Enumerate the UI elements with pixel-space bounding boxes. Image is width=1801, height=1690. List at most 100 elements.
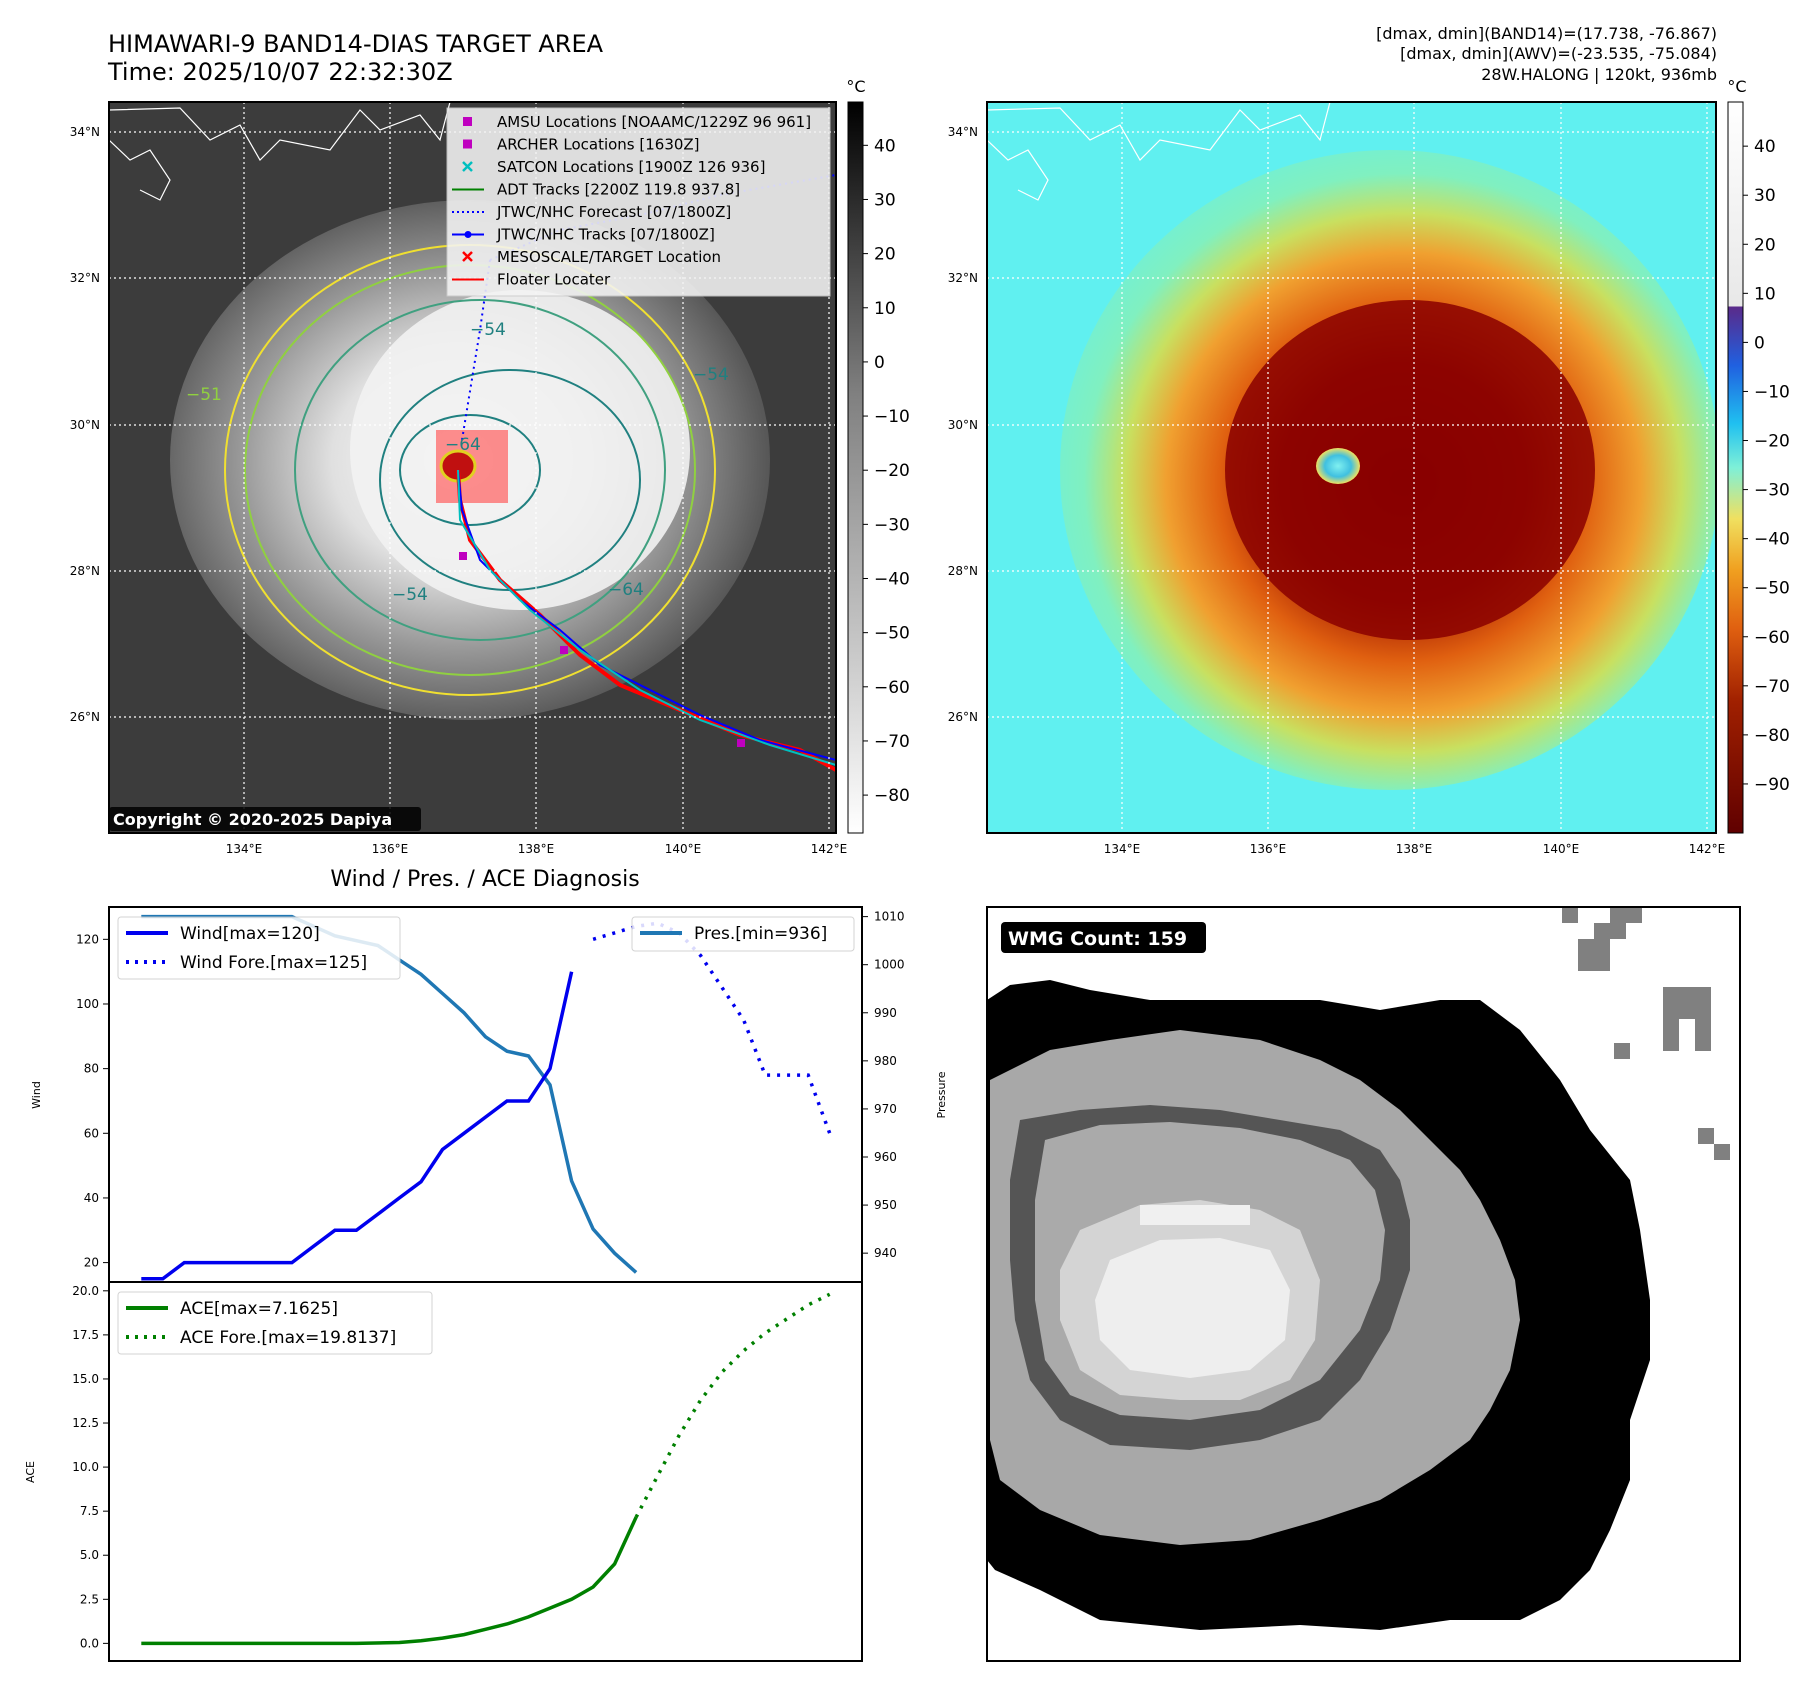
colorbar-tick-label: 0 (1754, 333, 1765, 353)
axis-tick-label: 940 (874, 1246, 897, 1260)
lat-label: 34°N (948, 125, 978, 139)
contour-label: −54 (693, 365, 729, 385)
lon-label: 140°E (665, 842, 702, 856)
colorbar-tick-label: −20 (1754, 432, 1790, 452)
colorbar-tick-label: 0 (874, 353, 885, 373)
legend-ace: ACE[max=7.1625] (180, 1299, 338, 1319)
legend-item: ADT Tracks [2200Z 119.8 937.8] (452, 181, 740, 199)
wind-line (141, 971, 574, 1281)
ace-chart: ACE 20.0 17.5 15.0 12.5 10.0 7.5 5.0 2.5 0.0 ACE… (24, 1281, 863, 1662)
ace-line (141, 1516, 638, 1646)
enhanced-map-panel: 34°N 32°N 30°N 28°N 26°N 134°E 136°E 138… (948, 101, 1725, 856)
gray-colorbar: °C 40 30 20 10 0 −10 −20 −30 −40 −50 −60 −70 −80 (846, 77, 910, 834)
colorbar-tick-label: −60 (1754, 628, 1790, 648)
legend-label: JTWC/NHC Tracks [07/1800Z] (496, 226, 715, 244)
axis-tick-label: 2.5 (80, 1592, 99, 1606)
axis-tick-label: 7.5 (80, 1504, 99, 1518)
legend-item: Floater Locater (452, 271, 611, 289)
legend-item: JTWC/NHC Tracks [07/1800Z] (452, 226, 715, 244)
colorbar-tick-label: 40 (874, 136, 896, 156)
colorbar-tick-label: −40 (1754, 530, 1790, 550)
colorbar-tick-label: 10 (874, 299, 896, 319)
colorbar-tick-label: 30 (874, 190, 896, 210)
contour-label: −51 (186, 385, 222, 405)
legend-item: AMSU Locations [NOAAMC/1229Z 96 961] (463, 113, 811, 131)
axis-tick-label: 5.0 (80, 1548, 99, 1562)
contour-label: −64 (608, 580, 644, 600)
axis-tick-label: 40 (84, 1191, 99, 1205)
axis-tick-label: 950 (874, 1198, 897, 1212)
colorbar-tick-label: −20 (874, 461, 910, 481)
timestamp: Time: 2025/10/07 22:32:30Z (107, 58, 453, 86)
axis-tick-label: 1000 (874, 958, 905, 972)
legend-item: MESOSCALE/TARGET Location (462, 248, 721, 266)
wmg-count: WMG Count: 159 (1008, 928, 1187, 950)
axis-tick-label: 1010 (874, 910, 905, 924)
legend-item: ARCHER Locations [1630Z] (463, 136, 700, 154)
legend-label: AMSU Locations [NOAAMC/1229Z 96 961] (497, 113, 811, 131)
legend-label: JTWC/NHC Forecast [07/1800Z] (496, 203, 731, 221)
colorbar-tick-label: −10 (1754, 382, 1790, 402)
info-band14: [dmax, dmin](BAND14)=(17.738, -76.867) (1376, 24, 1717, 43)
contour-label: −54 (392, 585, 428, 605)
lon-label: 136°E (1250, 842, 1287, 856)
legend-dot-marker (464, 231, 472, 238)
lat-label: 30°N (948, 418, 978, 432)
color-colorbar: °C 40 30 20 10 0 −10 −20 −30 −40 −50 −60 −70 −80 −90 (1727, 77, 1790, 834)
colorbar-tick-label: 40 (1754, 137, 1776, 157)
enhanced-eye (1316, 448, 1360, 484)
legend-x-marker (462, 251, 473, 262)
legend-x-marker (462, 161, 473, 172)
legend-label: ARCHER Locations [1630Z] (497, 136, 700, 154)
lon-label: 138°E (1396, 842, 1433, 856)
lon-label: 140°E (1543, 842, 1580, 856)
axis-tick-label: 15.0 (72, 1372, 99, 1386)
legend-label: ADT Tracks [2200Z 119.8 937.8] (497, 181, 740, 199)
lat-label: 26°N (70, 710, 100, 724)
ace-axis-label: ACE (24, 1461, 37, 1483)
lon-label: 142°E (811, 842, 848, 856)
colorbar-tick-label: −50 (1754, 579, 1790, 599)
colorbar-tick-label: 20 (1754, 235, 1776, 255)
legend-wind-forecast: Wind Fore.[max=125] (180, 953, 367, 973)
legend-wind: Wind[max=120] (180, 924, 320, 944)
info-awv: [dmax, dmin](AWV)=(-23.535, -75.084) (1400, 44, 1717, 63)
lat-label: 28°N (70, 564, 100, 578)
legend-square-marker (463, 117, 472, 126)
pressure-legend: Pres.[min=936] (631, 916, 855, 952)
colorbar-tick-label: −80 (1754, 726, 1790, 746)
copyright: Copyright © 2020-2025 Dapiya (113, 810, 392, 829)
legend-label: SATCON Locations [1900Z 126 936] (497, 158, 765, 176)
page-title: HIMAWARI-9 BAND14-DIAS TARGET AREA (108, 30, 604, 58)
axis-tick-label: 960 (874, 1150, 897, 1164)
axis-tick-label: 100 (76, 997, 99, 1011)
lon-label: 136°E (372, 842, 409, 856)
lat-label: 26°N (948, 710, 978, 724)
colorbar-tick-label: −90 (1754, 775, 1790, 795)
axis-tick-label: 980 (874, 1054, 897, 1068)
colorbar-tick-label: −50 (874, 624, 910, 644)
colorbar-tick-label: −40 (874, 570, 910, 590)
lon-label: 134°E (1104, 842, 1141, 856)
colorbar-tick-label: −70 (1754, 677, 1790, 697)
axis-tick-label: 10.0 (72, 1460, 99, 1474)
legend-pressure: Pres.[min=936] (694, 924, 827, 944)
legend-item: JTWC/NHC Forecast [07/1800Z] (452, 203, 731, 221)
colorbar-tick-label: −60 (874, 678, 910, 698)
contour-label: −54 (470, 320, 506, 340)
axis-tick-label: 0.0 (80, 1636, 99, 1650)
legend-label: Floater Locater (497, 271, 611, 289)
axis-tick-label: 17.5 (72, 1328, 99, 1342)
lon-label: 138°E (518, 842, 555, 856)
colorbar-tick-label: −80 (874, 786, 910, 806)
wind-pressure-chart: Wind Pressure 120 100 80 60 40 20 1010 1000 990… (30, 906, 948, 1283)
coastline (109, 102, 451, 161)
pressure-axis-label: Pressure (935, 1071, 948, 1118)
wmg-panel: WMG Count: 159 (986, 906, 1741, 1662)
ace-legend: ACE[max=7.1625] ACE Fore.[max=19.8137] (117, 1291, 433, 1355)
colorbar-unit: °C (846, 77, 865, 96)
colorbar-tick-label: −30 (874, 515, 910, 535)
colorbar-tick-label: 20 (874, 245, 896, 265)
wind-legend: Wind[max=120] Wind Fore.[max=125] (117, 916, 401, 980)
info-storm: 28W.HALONG | 120kt, 936mb (1481, 65, 1717, 84)
